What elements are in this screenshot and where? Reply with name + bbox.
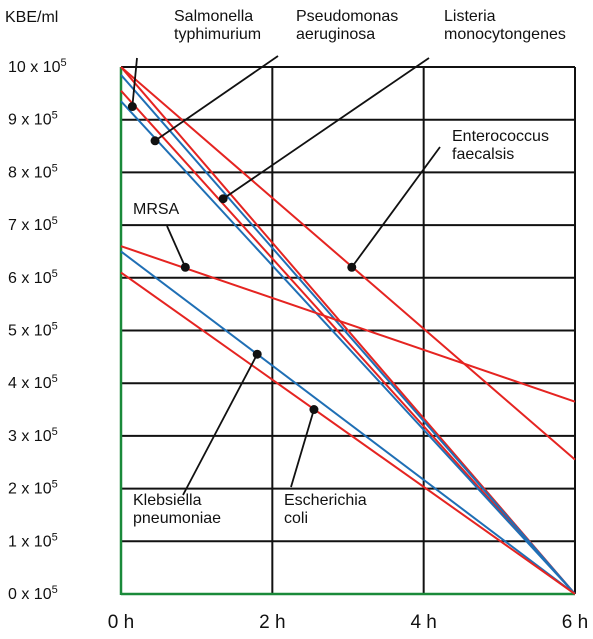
annotation-leader	[154, 55, 279, 142]
x-tick-label: 2 h	[259, 612, 285, 633]
x-tick-label: 4 h	[410, 612, 436, 633]
annotation-label: Pseudomonas	[296, 8, 398, 25]
y-tick-label: 5 x 105	[8, 321, 58, 340]
series-line-5	[120, 245, 576, 403]
series-line-2	[120, 74, 576, 595]
y-tick-label: 9 x 105	[8, 110, 58, 129]
y-tick-label: 1 x 105	[8, 531, 58, 550]
annotation-dot	[218, 194, 228, 204]
annotation-leader	[166, 225, 187, 268]
annotation-leader	[290, 409, 315, 488]
x-tick-label: 0 h	[108, 612, 134, 633]
annotation-label: MRSA	[133, 201, 180, 218]
annotation-dot	[309, 405, 319, 415]
annotation-leader	[131, 57, 138, 107]
series-line-1	[120, 90, 576, 595]
y-tick-label: 0 x 105	[8, 584, 58, 603]
annotation-leader	[182, 353, 258, 496]
annotation-label: aeruginosa	[296, 26, 375, 43]
annotation-dot	[252, 349, 262, 359]
series-line-4	[120, 66, 576, 461]
y-tick-label: 4 x 105	[8, 373, 58, 392]
annotation-dot	[150, 136, 160, 146]
x-tick-label: 6 h	[562, 612, 588, 633]
x-tick-labels: 0 h 2 h 4 h 6 h	[108, 612, 588, 633]
annotation-label: Klebsiella	[133, 492, 202, 509]
annotation-leader	[351, 146, 441, 268]
y-tick-label: 6 x 105	[8, 268, 58, 287]
series-lines	[120, 66, 576, 595]
y-tick-label: 2 x 105	[8, 479, 58, 498]
y-tick-label: 10 x 105	[8, 57, 67, 76]
annotation-label: typhimurium	[174, 26, 261, 43]
y-axis-title: KBE/ml	[5, 9, 58, 26]
annotation-label: pneumoniae	[133, 510, 221, 527]
y-tick-label: 8 x 105	[8, 162, 58, 181]
annotation-label: faecalsis	[452, 146, 514, 163]
annotation-label: coli	[284, 510, 308, 527]
series-line-6	[120, 250, 576, 595]
annotation-dot	[347, 262, 357, 272]
annotation-label: Enterococcus	[452, 128, 549, 145]
annotation-dot	[180, 262, 190, 272]
y-tick-label: 3 x 105	[8, 426, 58, 445]
annotation-dot	[127, 102, 137, 112]
y-tick-label: 7 x 105	[8, 215, 58, 234]
annotation-leader	[222, 57, 430, 200]
series-line-7	[120, 271, 576, 595]
series-line-3	[120, 100, 576, 595]
y-tick-labels: 0 x 105 1 x 105 2 x 105 3 x 105 4 x 105 5 x 1…	[8, 57, 67, 603]
annotation-label: Escherichia	[284, 492, 367, 509]
annotation-label: monocytongenes	[444, 26, 566, 43]
annotation-label: Salmonella	[174, 8, 253, 25]
annotation-label: Listeria	[444, 8, 496, 25]
